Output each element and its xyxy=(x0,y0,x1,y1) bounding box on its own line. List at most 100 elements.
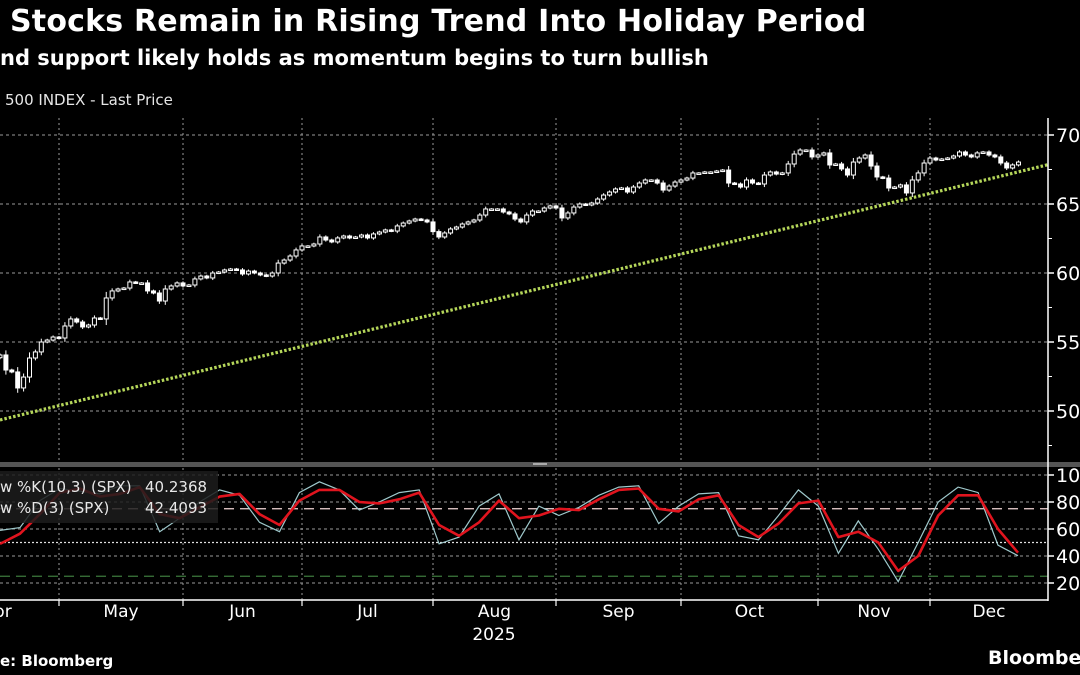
candle xyxy=(957,151,962,157)
stochastic-tick-label: 60 xyxy=(1056,519,1080,541)
candle xyxy=(577,203,583,208)
candle xyxy=(642,179,648,184)
candle xyxy=(809,149,815,158)
candle xyxy=(601,194,607,200)
axes: 5000 5500 6000 6500 7000 20 40 60 80 100 Apr May Jun… xyxy=(0,118,1080,622)
stochastic-tick-label: 20 xyxy=(1056,573,1080,595)
candle xyxy=(311,243,317,247)
candle xyxy=(613,188,619,193)
candle xyxy=(939,158,945,162)
candle xyxy=(145,282,151,292)
candle xyxy=(156,292,162,302)
candle xyxy=(21,376,27,389)
candle xyxy=(204,275,210,279)
candle xyxy=(436,231,442,238)
candle xyxy=(210,272,216,279)
candle xyxy=(672,181,678,187)
candle xyxy=(459,223,465,228)
legend-d-name: w %D(3) (SPX) xyxy=(0,499,109,517)
candle xyxy=(553,205,559,209)
candle xyxy=(382,229,388,233)
candle xyxy=(868,154,874,167)
candle xyxy=(909,179,915,194)
candle xyxy=(74,318,80,323)
candle xyxy=(27,357,32,378)
stochastic-legend: w %K(10,3) (SPX) 40.2368 w %D(3) (SPX) 4… xyxy=(0,471,218,523)
candle xyxy=(406,220,412,224)
candle xyxy=(892,186,898,190)
candle xyxy=(56,336,62,340)
candle xyxy=(86,324,92,328)
candle xyxy=(708,171,714,174)
candle xyxy=(15,371,21,389)
price-tick-label: 7000 xyxy=(1056,125,1080,147)
candle xyxy=(530,210,536,216)
candle xyxy=(696,172,702,175)
candle xyxy=(0,354,3,359)
month-label: Aug xyxy=(478,602,511,622)
candle xyxy=(133,281,139,284)
candle xyxy=(565,212,571,219)
candle xyxy=(986,151,992,156)
candle xyxy=(767,171,773,176)
candle xyxy=(103,297,109,320)
candle xyxy=(541,207,547,212)
source-note: e: Bloomberg xyxy=(0,652,114,670)
candle xyxy=(583,203,589,206)
candle xyxy=(974,152,980,158)
candle xyxy=(353,236,359,239)
candle xyxy=(839,163,845,170)
candle xyxy=(257,272,263,276)
candle xyxy=(9,369,15,373)
candle xyxy=(453,226,459,230)
candle xyxy=(749,179,755,184)
candle xyxy=(518,218,524,223)
panel-divider-handle[interactable] xyxy=(533,463,547,465)
legend-d-value: 42.4093 xyxy=(145,499,207,517)
candle xyxy=(448,228,454,234)
legend-k-value: 40.2368 xyxy=(145,478,207,496)
candle xyxy=(412,218,418,222)
candle xyxy=(678,179,684,183)
candle xyxy=(489,208,495,211)
candle xyxy=(744,179,750,188)
candle xyxy=(335,237,341,243)
stochastic-tick-label: 100 xyxy=(1056,465,1080,487)
candle xyxy=(370,233,376,239)
candle xyxy=(880,176,886,179)
candle xyxy=(791,153,797,165)
candle xyxy=(726,169,732,184)
candle xyxy=(524,214,530,223)
candle xyxy=(886,177,892,189)
candle xyxy=(418,218,424,222)
candle xyxy=(833,163,839,166)
month-label: Dec xyxy=(973,602,1006,622)
candle xyxy=(216,271,222,275)
candle xyxy=(500,208,506,213)
candle xyxy=(168,285,174,290)
candle xyxy=(222,269,228,273)
candle xyxy=(245,270,251,275)
candle xyxy=(660,182,666,191)
grid-lines xyxy=(0,118,1048,600)
candle xyxy=(471,219,477,223)
candle xyxy=(850,161,856,176)
candle xyxy=(228,268,234,271)
candle xyxy=(761,174,767,185)
candle xyxy=(773,171,779,175)
candle xyxy=(62,325,68,339)
candle xyxy=(862,154,868,159)
month-label: Nov xyxy=(857,602,890,622)
candle xyxy=(347,235,353,239)
candle xyxy=(317,236,323,245)
candle xyxy=(844,168,850,176)
candle xyxy=(251,270,257,274)
price-tick-label: 5000 xyxy=(1056,401,1080,423)
candle xyxy=(91,317,97,326)
candle xyxy=(738,183,744,188)
stochastic-tick-label: 80 xyxy=(1056,492,1080,514)
candle xyxy=(424,219,430,223)
candle xyxy=(951,155,957,159)
chart-subtitle: nd support likely holds as momentum begi… xyxy=(0,46,709,70)
